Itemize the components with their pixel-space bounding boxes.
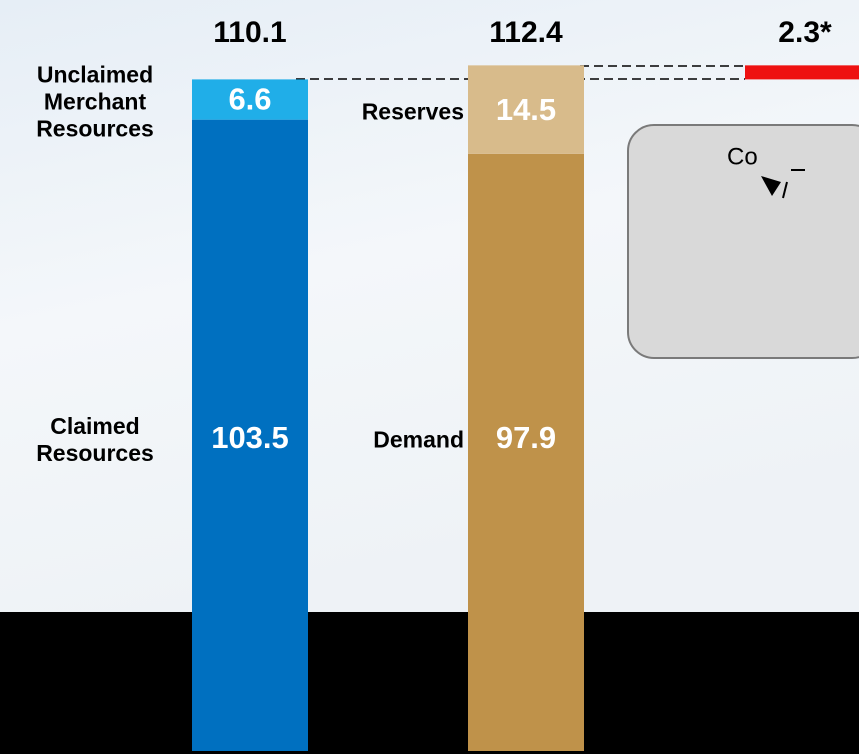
bar-segment <box>192 79 308 120</box>
bar-segment <box>192 119 308 751</box>
callout-box <box>627 124 859 359</box>
total-label: 110.1 <box>213 16 286 49</box>
gap-label: 2.3* <box>778 16 832 49</box>
bar-segment <box>468 153 584 751</box>
value-label: 97.9 <box>496 420 556 455</box>
footer-band <box>0 612 859 754</box>
bar-segment <box>468 65 584 154</box>
callout-text: Co <box>727 143 758 170</box>
value-label: 14.5 <box>496 92 556 127</box>
segment-label: Unclaimed Merchant Resources <box>36 61 154 142</box>
gap-bar <box>745 65 859 80</box>
callout-arrow <box>782 169 805 199</box>
value-label: 103.5 <box>211 420 289 455</box>
segment-label: Reserves <box>361 98 464 125</box>
segment-label: Claimed Resources <box>36 413 154 466</box>
value-label: 6.6 <box>228 82 271 117</box>
segment-label: Demand <box>373 426 464 453</box>
callout-arrow <box>761 176 781 196</box>
total-label: 112.4 <box>489 16 563 49</box>
